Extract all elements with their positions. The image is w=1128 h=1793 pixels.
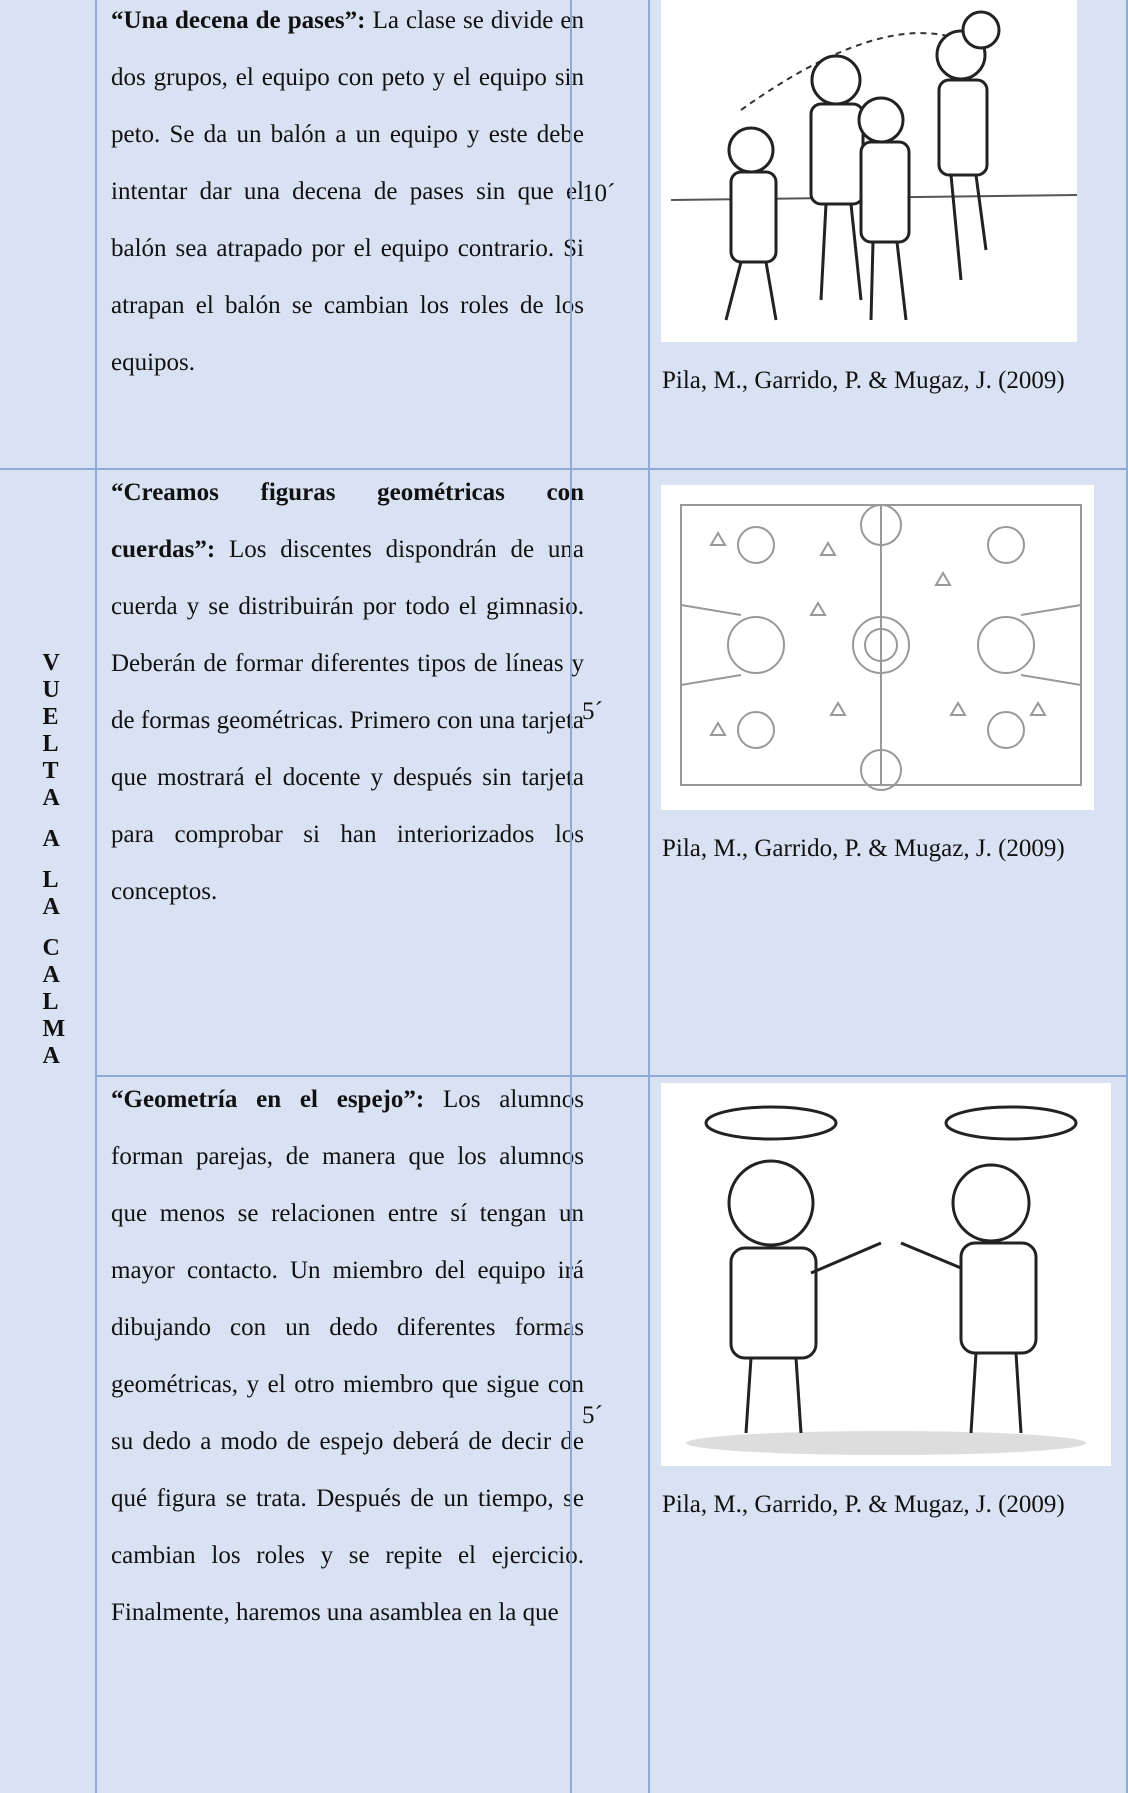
activity-text: La clase se divide en dos grupos, el equ…: [111, 7, 585, 376]
description: “Creamos figuras geométricas con cuerdas…: [97, 464, 596, 920]
time-cell: 10´: [570, 0, 650, 470]
activity-title: “Creamos figuras geométricas con cuerdas…: [111, 479, 584, 563]
activity-title: “Geometría en el espejo”:: [111, 1086, 425, 1113]
desc-cell: “Geometría en el espejo”: Los alumnos fo…: [97, 1077, 650, 1793]
desc-cell: “Creamos figuras geométricas con cuerdas…: [97, 470, 650, 1077]
duration: 5´: [582, 698, 603, 725]
image-cell: Pila, M., Garrido, P. & Mugaz, J. (2009): [650, 1077, 1128, 1793]
side-word: CALMA: [42, 935, 66, 1069]
duration: 10´: [582, 180, 616, 207]
activity-text: Los alumnos forman parejas, de manera qu…: [111, 1086, 585, 1626]
empty-cell: [0, 0, 97, 470]
description: “Una decena de pases”: La clase se divid…: [97, 0, 596, 391]
activity-title: “Una decena de pases”:: [111, 7, 366, 34]
duration: 5´: [582, 1402, 603, 1429]
image-cell: Pila, M., Garrido, P. & Mugaz, J. (2009): [650, 470, 1128, 1077]
desc-cell: “Una decena de pases”: La clase se divid…: [97, 0, 650, 470]
illustration: [661, 0, 1077, 342]
time-cell: 5´: [570, 1077, 650, 1793]
side-cell: VUELTA A LA CALMA: [0, 470, 97, 1793]
side-word: LA: [42, 867, 60, 920]
illustration: [661, 485, 1094, 810]
side-word: A: [42, 826, 60, 852]
image-caption: Pila, M., Garrido, P. & Mugaz, J. (2009): [662, 1491, 1065, 1518]
side-label: VUELTA A LA CALMA: [0, 650, 97, 1084]
description: “Geometría en el espejo”: Los alumnos fo…: [97, 1071, 596, 1641]
activity-text: Los discentes dispondrán de una cuerda y…: [111, 536, 584, 905]
illustration: [661, 1083, 1111, 1466]
image-caption: Pila, M., Garrido, P. & Mugaz, J. (2009): [662, 835, 1065, 862]
time-cell: 5´: [570, 470, 650, 1077]
image-cell: Pila, M., Garrido, P. & Mugaz, J. (2009): [650, 0, 1128, 470]
side-word: VUELTA: [42, 650, 60, 811]
image-caption: Pila, M., Garrido, P. & Mugaz, J. (2009): [662, 367, 1065, 394]
